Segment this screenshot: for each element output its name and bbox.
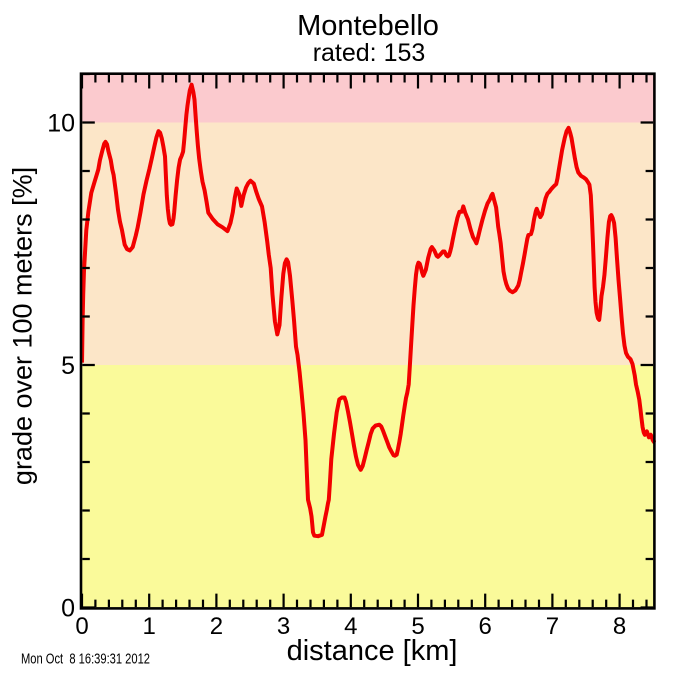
svg-text:Montebello: Montebello — [297, 10, 439, 42]
svg-text:5: 5 — [411, 613, 424, 640]
svg-text:3: 3 — [277, 613, 290, 640]
svg-text:10: 10 — [47, 110, 75, 138]
svg-text:1: 1 — [143, 613, 156, 640]
svg-text:0: 0 — [61, 595, 75, 623]
svg-text:4: 4 — [344, 613, 357, 640]
svg-text:6: 6 — [479, 613, 492, 640]
svg-text:distance [km]: distance [km] — [287, 635, 458, 667]
svg-text:grade over 100 meters [%]: grade over 100 meters [%] — [8, 167, 38, 485]
svg-text:7: 7 — [546, 613, 559, 640]
svg-text:2: 2 — [210, 613, 223, 640]
svg-text:5: 5 — [61, 352, 75, 380]
svg-text:8: 8 — [613, 613, 626, 640]
svg-text:rated: 153: rated: 153 — [313, 39, 426, 67]
svg-text:0: 0 — [75, 613, 88, 640]
svg-text:Mon Oct 8 16:39:31 2012: Mon Oct 8 16:39:31 2012 — [21, 651, 150, 667]
